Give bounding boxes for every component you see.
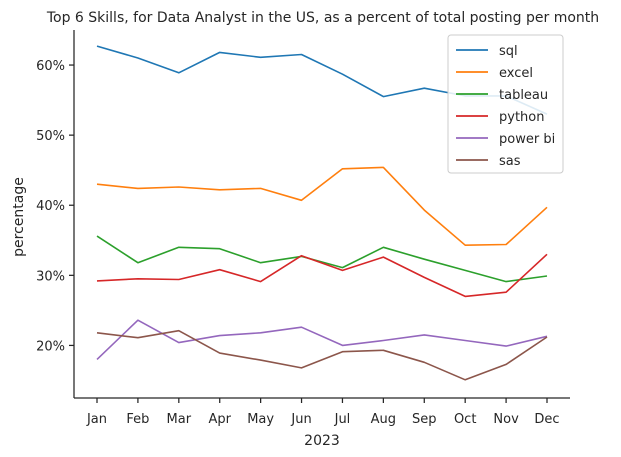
y-tick-label: 60% — [36, 59, 65, 74]
x-tick-label: Jun — [290, 412, 311, 427]
series-line-sas — [96, 329, 548, 381]
x-tick-label: Oct — [454, 412, 476, 427]
x-tick-label: Feb — [126, 412, 149, 427]
legend: sql excel tableau python power bi sas — [447, 34, 564, 174]
series-line-python — [96, 253, 548, 298]
legend-label: sql — [499, 44, 518, 59]
x-tick-label: May — [247, 412, 274, 427]
series-line-power-bi — [96, 319, 548, 360]
legend-label: python — [499, 110, 544, 125]
legend-label: sas — [499, 154, 521, 169]
x-tick-label: Dec — [534, 412, 559, 427]
series-line-tableau — [96, 235, 548, 283]
y-tick-label: 30% — [36, 269, 65, 284]
x-tick-label: Apr — [208, 412, 231, 427]
legend-items: sql excel tableau python power bi sas — [456, 44, 555, 169]
y-axis-label: percentage — [11, 177, 27, 257]
x-tick-label: Mar — [167, 412, 192, 427]
x-tick-label: Aug — [371, 412, 396, 427]
y-tick-label: 20% — [36, 339, 65, 354]
x-tick-label: Jan — [86, 412, 107, 427]
x-tick-label: Sep — [412, 412, 437, 427]
legend-label: tableau — [499, 88, 548, 103]
x-ticks: Jan Feb Mar Apr May Jun Jul Aug Sep Oct Nov Dec — [86, 398, 560, 427]
chart-title: Top 6 Skills, for Data Analyst in the US… — [46, 10, 599, 26]
series-line-excel — [96, 166, 548, 246]
x-axis-label: 2023 — [304, 433, 340, 449]
legend-label: power bi — [499, 132, 555, 147]
y-tick-label: 40% — [36, 199, 65, 214]
x-tick-label: Jul — [334, 412, 351, 427]
legend-label: excel — [499, 66, 533, 81]
y-tick-label: 50% — [36, 129, 65, 144]
y-ticks: 20% 30% 40% 50% 60% — [36, 59, 74, 354]
x-tick-label: Nov — [493, 412, 519, 427]
